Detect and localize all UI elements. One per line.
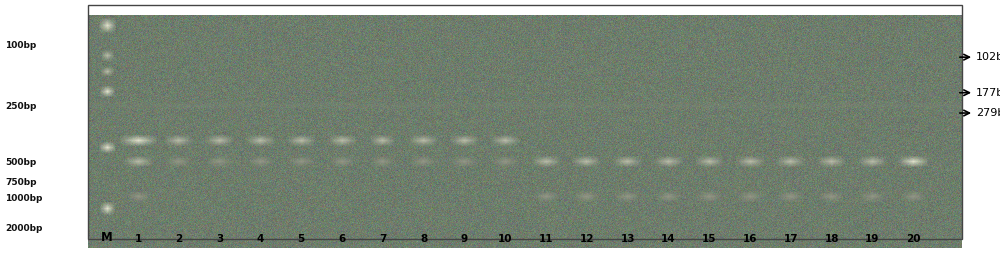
Text: 750bp: 750bp (5, 178, 36, 187)
Text: M: M (101, 231, 113, 244)
Text: 13: 13 (620, 234, 635, 244)
Text: 5: 5 (298, 234, 305, 244)
Text: 6: 6 (338, 234, 346, 244)
Text: 1: 1 (134, 234, 142, 244)
Text: 12: 12 (580, 234, 594, 244)
Text: 16: 16 (743, 234, 757, 244)
Text: 102bp: 102bp (976, 52, 1000, 62)
Text: 2: 2 (175, 234, 182, 244)
Text: 14: 14 (661, 234, 676, 244)
Text: 8: 8 (420, 234, 427, 244)
Text: 500bp: 500bp (5, 158, 36, 167)
Text: 250bp: 250bp (5, 102, 36, 111)
Text: 20: 20 (906, 234, 920, 244)
Text: 100bp: 100bp (5, 41, 36, 50)
Text: 9: 9 (461, 234, 468, 244)
Text: 11: 11 (539, 234, 553, 244)
Text: 177bp: 177bp (976, 88, 1000, 98)
Text: 19: 19 (865, 234, 880, 244)
Text: 3: 3 (216, 234, 223, 244)
Text: 1000bp: 1000bp (5, 194, 42, 203)
Text: 10: 10 (498, 234, 512, 244)
Text: 279bp: 279bp (976, 108, 1000, 118)
Bar (88, 5, 962, 239)
Text: 15: 15 (702, 234, 716, 244)
Text: 7: 7 (379, 234, 386, 244)
Text: 2000bp: 2000bp (5, 224, 42, 233)
Text: 18: 18 (824, 234, 839, 244)
Text: 17: 17 (783, 234, 798, 244)
Text: 4: 4 (257, 234, 264, 244)
